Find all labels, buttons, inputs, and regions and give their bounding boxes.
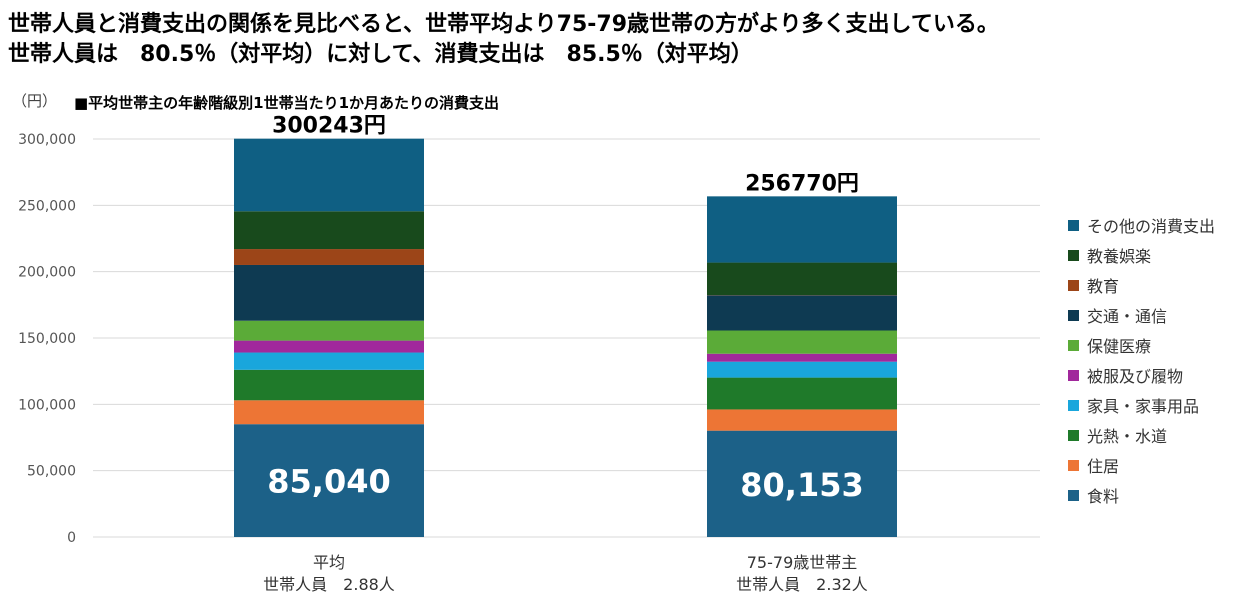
x-category-sublabel: 世帯人員 2.32人 [736,575,868,594]
legend-item: その他の消費支出 [1068,210,1215,240]
bar-segment [234,340,424,353]
y-tick-label: 50,000 [27,464,76,480]
legend-item: 教養娯楽 [1068,240,1215,270]
legend-swatch [1068,429,1079,441]
y-tick-label: 250,000 [18,198,76,214]
bar-segment [234,369,424,401]
legend-swatch [1068,339,1079,351]
food-value-label: 80,153 [740,466,863,504]
chart-subtitle: ■平均世帯主の年齢階級別1世帯当たり1か月あたりの消費支出 [74,94,500,112]
headline-line1: 世帯人員と消費支出の関係を見比べると、世帯平均より75-79歳世帯の方がより多く… [8,12,999,37]
y-tick-label: 200,000 [18,265,76,281]
bar-segment [234,352,424,370]
y-tick-label: 100,000 [18,397,76,413]
legend-swatch [1068,219,1079,231]
bar-segment [234,424,424,537]
legend-swatch [1068,399,1079,411]
legend-label: 家具・家事用品 [1087,397,1200,416]
legend-label: 住居 [1087,457,1120,476]
bar-segment [707,330,897,354]
legend-item: 住居 [1068,450,1215,480]
legend-swatch [1068,279,1079,291]
legend-item: 食料 [1068,480,1215,510]
legend-label: 交通・通信 [1087,307,1168,326]
bar-segment [707,361,897,378]
bar-segment [707,353,897,362]
bar-segment [707,196,897,263]
bar-segment [234,400,424,425]
legend-label: その他の消費支出 [1087,217,1216,236]
legend-label: 被服及び履物 [1087,367,1184,386]
x-category-sublabel: 世帯人員 2.88人 [263,575,395,594]
bar-segment [707,409,897,431]
bar-segment [707,295,897,331]
bar-segment [707,377,897,410]
bar-segment [707,430,897,537]
total-label: 300243円 [272,114,386,139]
headline-line2: 世帯人員は 80.5％（対平均）に対して、消費支出は 85.5％（対平均） [8,42,753,67]
bar-segment [234,138,424,212]
legend-swatch [1068,369,1079,381]
legend-label: 教養娯楽 [1087,247,1152,266]
x-category-label: 平均 [313,553,345,572]
legend-item: 光熱・水道 [1068,420,1215,450]
y-tick-label: 300,000 [18,132,76,148]
y-tick-label: 150,000 [18,331,76,347]
legend-swatch [1068,249,1079,261]
bar-segment [707,262,897,296]
bar-segment [234,264,424,321]
chart-legend: その他の消費支出 教養娯楽教育交通・通信保健医療被服及び履物 家具・家事用品 光熱・水… [1068,210,1215,510]
food-value-label: 85,040 [267,463,390,501]
legend-item: 被服及び履物 [1068,360,1215,390]
x-category-label: 75-79歳世帯主 [747,553,858,572]
legend-item: 家具・家事用品 [1068,390,1215,420]
legend-item: 教育 [1068,270,1215,300]
legend-label: 教育 [1087,277,1120,296]
legend-swatch [1068,309,1079,321]
bar-segment [234,320,424,341]
legend-label: 食料 [1087,487,1120,506]
bar-segment [234,211,424,250]
legend-item: 保健医療 [1068,330,1215,360]
legend-label: 光熱・水道 [1087,427,1168,446]
y-tick-label: 0 [67,530,76,546]
legend-swatch [1068,459,1079,471]
y-unit-label: （円） [12,92,58,110]
legend-item: 交通・通信 [1068,300,1215,330]
bar-segment [234,249,424,265]
total-label: 256770円 [745,171,859,196]
legend-label: 保健医療 [1087,337,1152,356]
legend-swatch [1068,489,1079,501]
